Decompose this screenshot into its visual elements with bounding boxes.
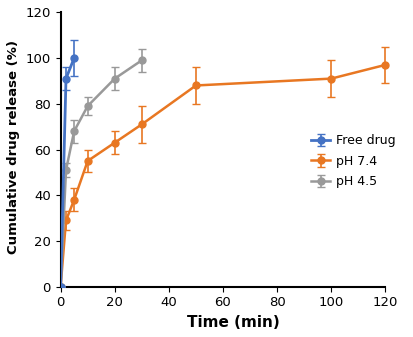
Legend: Free drug, pH 7.4, pH 4.5: Free drug, pH 7.4, pH 4.5: [306, 129, 400, 193]
Y-axis label: Cumulative drug release (%): Cumulative drug release (%): [7, 40, 20, 254]
X-axis label: Time (min): Time (min): [187, 315, 280, 330]
